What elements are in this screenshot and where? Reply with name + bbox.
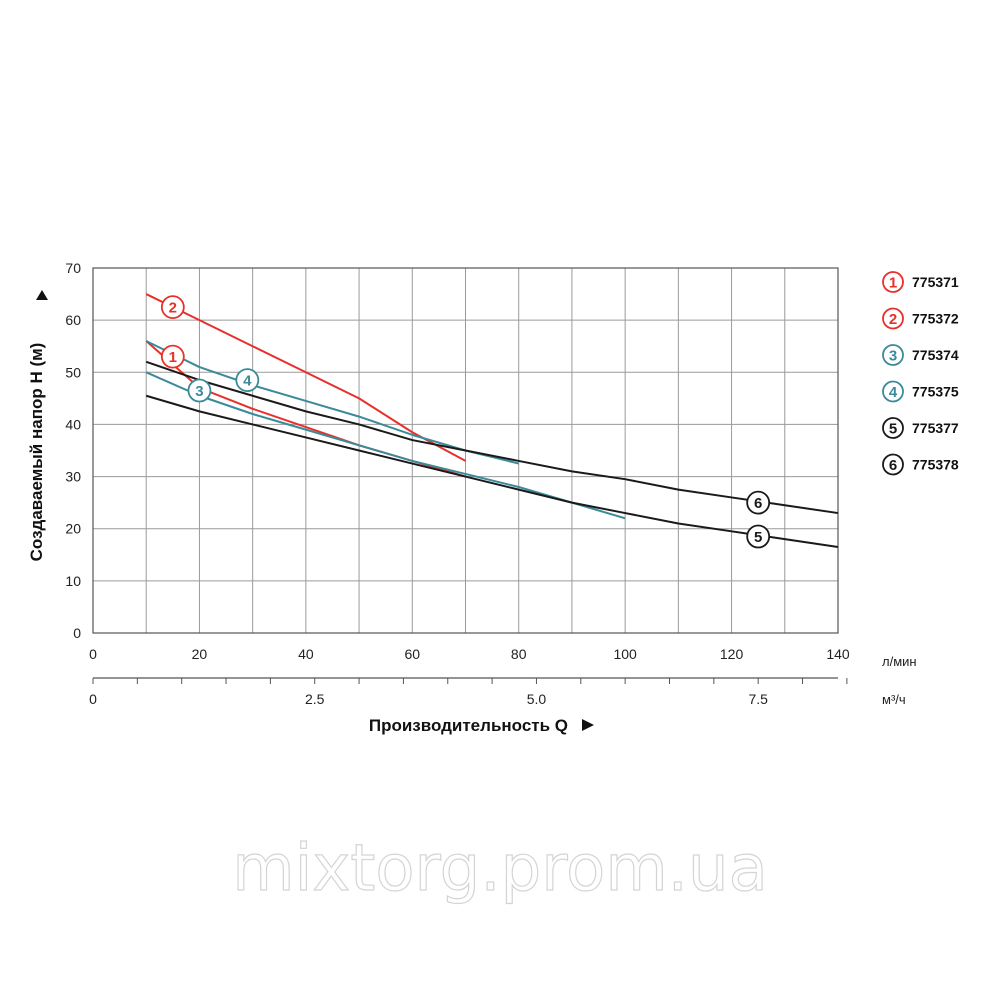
badge-number: 2 <box>169 300 177 317</box>
badge-number: 1 <box>169 349 177 366</box>
y-tick-label: 50 <box>65 364 81 380</box>
badge-circle <box>160 344 185 369</box>
legend-entry-3: 3 775374 <box>882 344 959 366</box>
legend-badge-circle <box>882 344 904 366</box>
badge-circle <box>746 490 771 515</box>
x-tick-label: 40 <box>298 646 314 662</box>
legend-entry-2: 2 775372 <box>882 307 959 330</box>
series-line-6 <box>145 360 839 515</box>
x-unit-primary: л/мин <box>882 654 917 669</box>
legend-label: 775374 <box>912 347 959 363</box>
y-tick-label: 10 <box>65 573 81 589</box>
x-tick-label: 60 <box>404 646 420 662</box>
x-tick-label: 120 <box>720 646 744 662</box>
y-tick-label: 40 <box>65 416 81 432</box>
legend: 1 775371 2 775372 3 775374 4 775375 5 775377 6 7753… <box>882 271 959 476</box>
plot-frame <box>92 267 839 634</box>
legend-badge-number: 2 <box>889 311 897 328</box>
legend-badge-number: 4 <box>889 384 898 401</box>
x-unit-secondary: м³/ч <box>882 692 906 707</box>
legend-entry-1: 1 775371 <box>882 271 959 293</box>
series-badge-3: 3 <box>187 378 212 403</box>
legend-badge-number: 1 <box>889 275 897 292</box>
series-line-5 <box>145 394 839 548</box>
series-badge-4: 4 <box>235 368 260 393</box>
y-axis-arrow-icon <box>36 290 48 300</box>
y-tick-label: 70 <box>65 260 81 276</box>
axes: 0 10 20 30 40 50 60 70 0 20 40 60 80 100 120 140 0 2.5 5.0… <box>65 260 849 707</box>
legend-label: 775375 <box>912 384 959 400</box>
secondary-tick-label: 7.5 <box>748 691 768 707</box>
x-tick-label: 0 <box>89 646 97 662</box>
legend-badge-circle <box>882 453 904 476</box>
secondary-tick-label: 2.5 <box>305 691 325 707</box>
badge-number: 5 <box>754 529 762 546</box>
legend-badge-circle <box>882 380 904 403</box>
y-tick-label: 30 <box>65 469 81 485</box>
badge-circle <box>235 368 260 393</box>
legend-label: 775378 <box>912 457 959 473</box>
legend-label: 775377 <box>912 420 959 436</box>
series-line-4 <box>145 340 519 465</box>
watermark: mixtorg.prom.ua <box>232 832 768 906</box>
badge-number: 6 <box>754 495 762 512</box>
secondary-tick-label: 0 <box>89 691 97 707</box>
legend-badge-circle <box>882 417 904 439</box>
secondary-tick-label: 5.0 <box>527 691 547 707</box>
x-tick-label: 140 <box>826 646 850 662</box>
legend-entry-6: 6 775378 <box>882 453 959 476</box>
series-labels: 1 2 3 4 5 6 <box>160 295 771 549</box>
badge-circle <box>746 524 771 549</box>
legend-badge-number: 3 <box>889 348 897 365</box>
y-tick-label: 0 <box>73 625 81 641</box>
x-tick-label: 100 <box>613 646 637 662</box>
x-tick-label: 80 <box>511 646 527 662</box>
y-axis-title: Создаваемый напор H (м) <box>27 343 46 562</box>
legend-badge-number: 5 <box>889 421 897 438</box>
legend-entry-4: 4 775375 <box>882 380 959 403</box>
legend-badge-circle <box>882 307 904 330</box>
series-line-2 <box>145 293 466 462</box>
y-tick-label: 20 <box>65 521 81 537</box>
y-tick-label: 60 <box>65 312 81 328</box>
series-line-3 <box>145 371 626 520</box>
badge-number: 3 <box>195 383 203 400</box>
series-badge-2: 2 <box>160 295 185 320</box>
legend-badge-circle <box>882 271 904 293</box>
series-badge-5: 5 <box>746 524 771 549</box>
series-badge-1: 1 <box>160 344 185 369</box>
legend-badge-number: 6 <box>889 457 897 474</box>
badge-number: 4 <box>243 373 252 390</box>
series-badge-6: 6 <box>746 490 771 515</box>
x-axis-title: Производительность Q <box>369 716 568 735</box>
x-axis-arrow-icon <box>582 719 594 731</box>
series-lines <box>145 293 839 548</box>
legend-label: 775372 <box>912 311 959 327</box>
legend-entry-5: 5 775377 <box>882 417 959 439</box>
badge-circle <box>160 295 185 320</box>
x-tick-label: 20 <box>192 646 208 662</box>
legend-label: 775371 <box>912 274 959 290</box>
badge-circle <box>187 378 212 403</box>
